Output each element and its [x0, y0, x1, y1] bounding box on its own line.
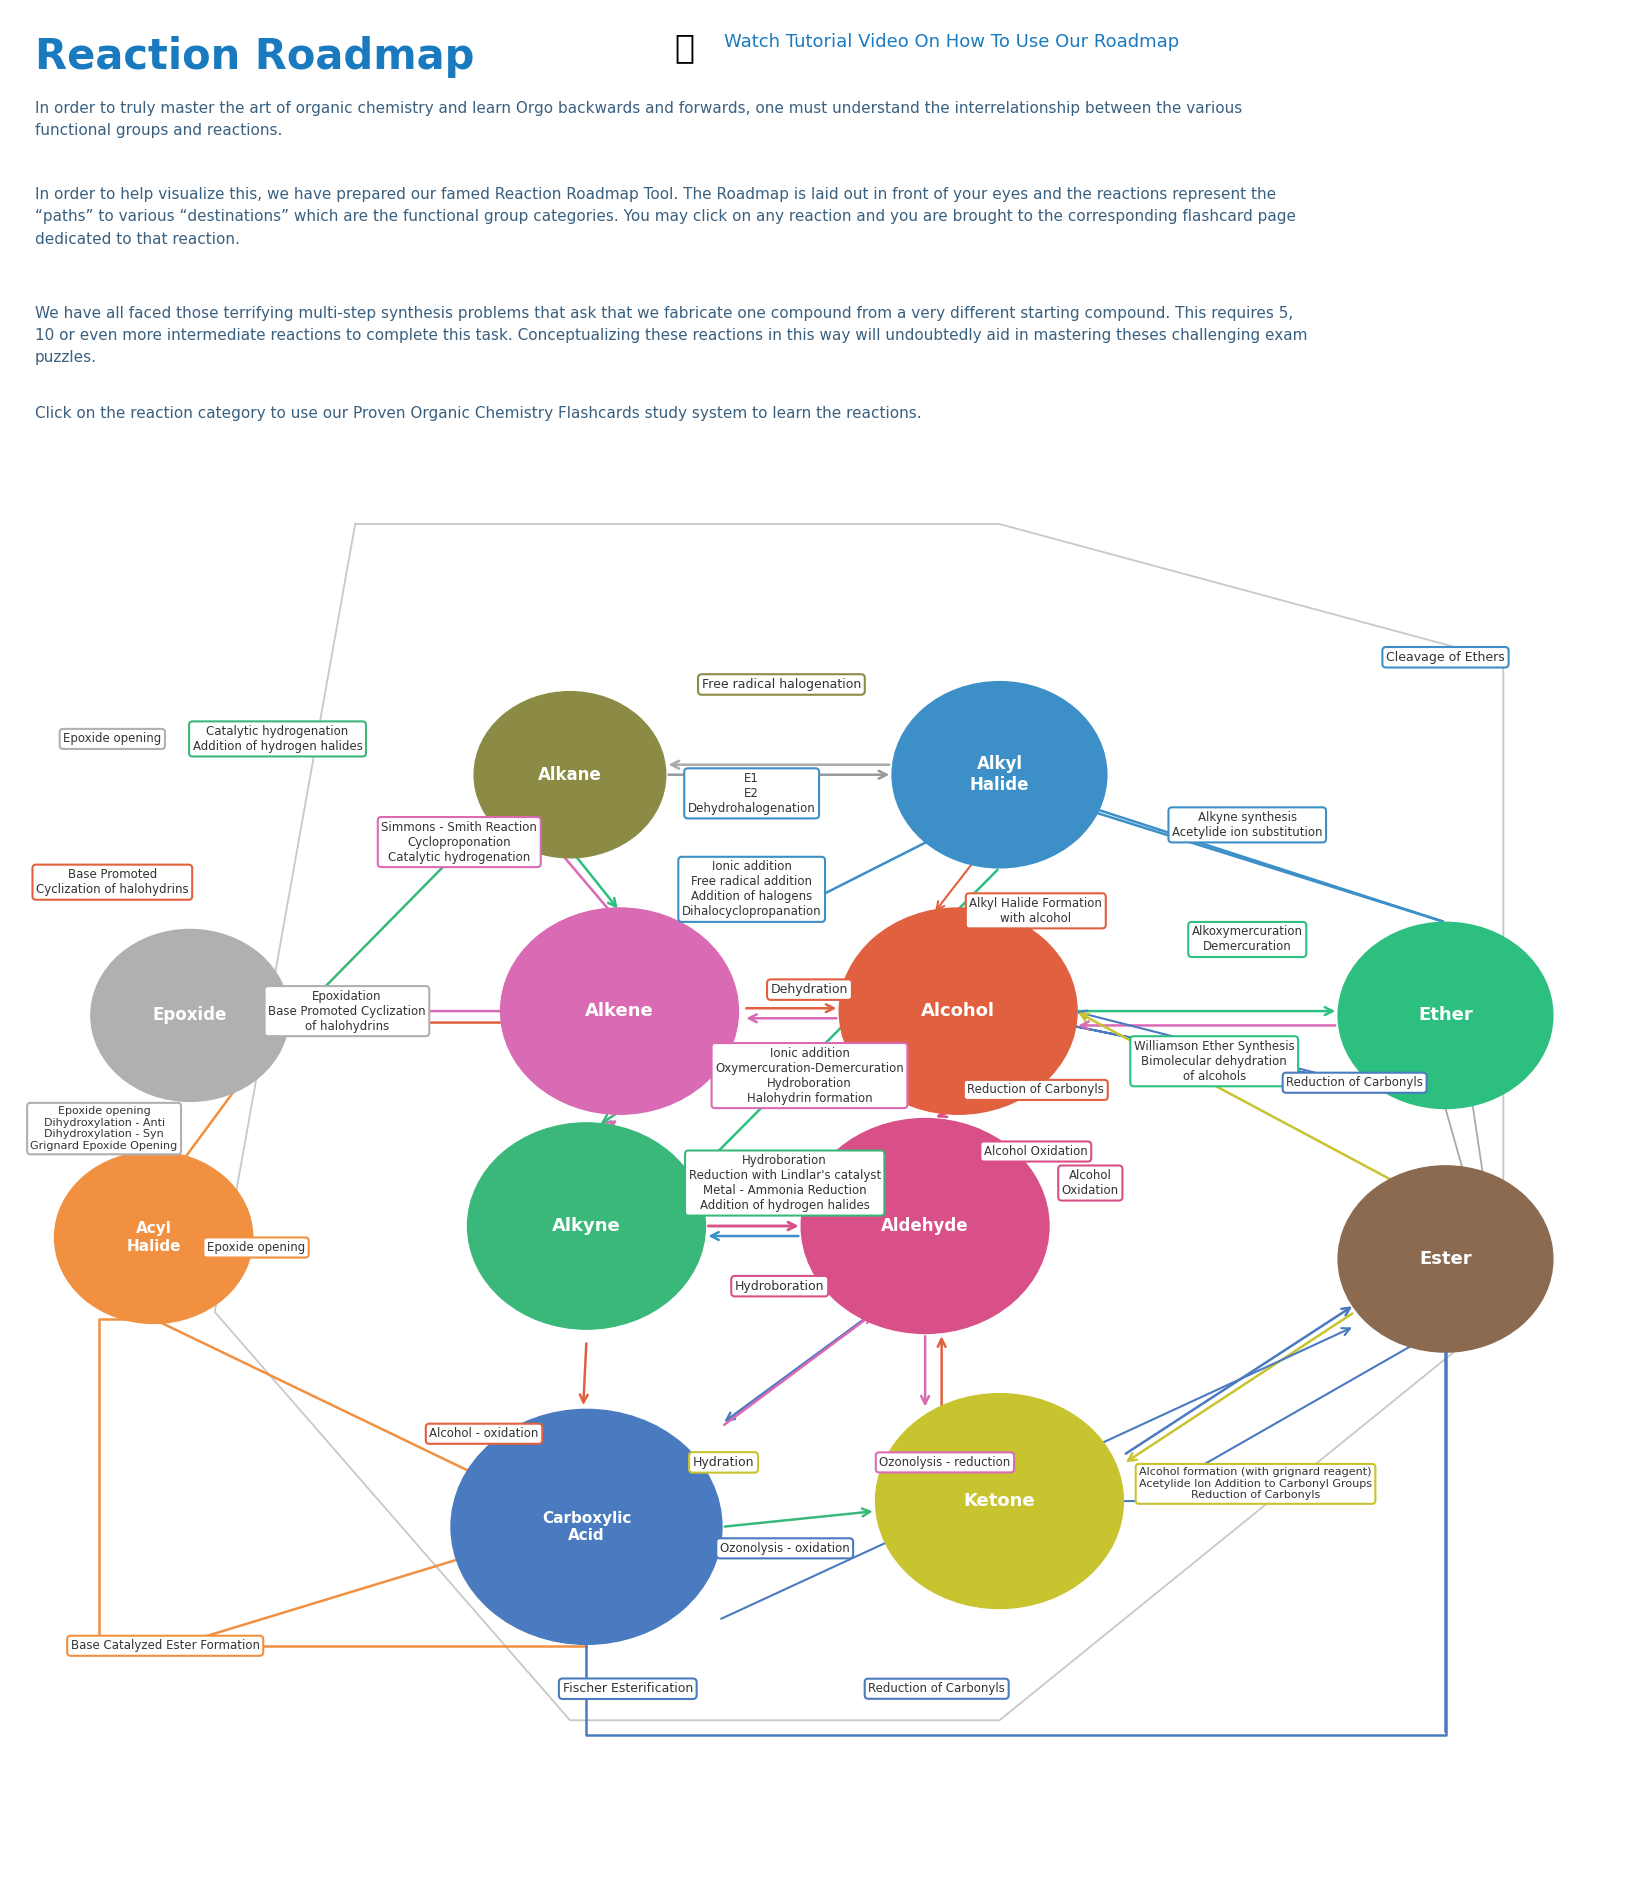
Circle shape [451, 1410, 722, 1644]
Text: Carboxylic
Acid: Carboxylic Acid [542, 1510, 631, 1544]
Text: Epoxidation
Base Promoted Cyclization
of halohydrins: Epoxidation Base Promoted Cyclization of… [268, 990, 426, 1033]
Text: Alkyl Halide Formation
with alcohol: Alkyl Halide Formation with alcohol [970, 897, 1102, 926]
Text: Alkyl
Halide: Alkyl Halide [970, 756, 1029, 794]
Text: Watch Tutorial Video On How To Use Our Roadmap: Watch Tutorial Video On How To Use Our R… [724, 34, 1180, 51]
Text: Alcohol Oxidation: Alcohol Oxidation [985, 1144, 1087, 1157]
Text: Cleavage of Ethers: Cleavage of Ethers [1386, 650, 1505, 664]
Text: Dehydration: Dehydration [771, 984, 847, 995]
Text: Aldehyde: Aldehyde [881, 1218, 970, 1235]
Text: Alkene: Alkene [585, 1003, 654, 1020]
Text: Ozonolysis - oxidation: Ozonolysis - oxidation [720, 1542, 849, 1555]
Circle shape [55, 1152, 253, 1323]
Text: Alcohol
Oxidation: Alcohol Oxidation [1062, 1169, 1118, 1197]
Text: Reduction of Carbonyls: Reduction of Carbonyls [1287, 1076, 1422, 1090]
Text: Click on the reaction category to use our Proven Organic Chemistry Flashcards st: Click on the reaction category to use ou… [35, 405, 922, 420]
Circle shape [1338, 922, 1553, 1108]
Text: Hydroboration: Hydroboration [735, 1280, 824, 1293]
Circle shape [468, 1123, 705, 1329]
Circle shape [91, 929, 289, 1101]
Text: 🎬: 🎬 [676, 30, 695, 64]
Circle shape [801, 1118, 1049, 1333]
Text: Reduction of Carbonyls: Reduction of Carbonyls [869, 1681, 1004, 1695]
Circle shape [839, 909, 1077, 1114]
Text: Alkane: Alkane [539, 765, 601, 784]
Text: Alcohol: Alcohol [922, 1003, 995, 1020]
Circle shape [1338, 1165, 1553, 1352]
Circle shape [501, 909, 738, 1114]
Text: Free radical halogenation: Free radical halogenation [702, 679, 861, 692]
Text: In order to help visualize this, we have prepared our famed Reaction Roadmap Too: In order to help visualize this, we have… [35, 187, 1295, 247]
Text: In order to truly master the art of organic chemistry and learn Orgo backwards a: In order to truly master the art of orga… [35, 102, 1242, 138]
Text: Hydration: Hydration [692, 1455, 755, 1468]
Text: Ozonolysis - reduction: Ozonolysis - reduction [879, 1455, 1011, 1468]
Text: Epoxide opening: Epoxide opening [63, 733, 162, 745]
Text: Alkyne synthesis
Acetylide ion substitution: Alkyne synthesis Acetylide ion substitut… [1171, 811, 1323, 839]
Text: Acyl
Halide: Acyl Halide [127, 1221, 180, 1254]
Text: Fischer Esterification: Fischer Esterification [563, 1681, 692, 1695]
Text: Base Catalyzed Ester Formation: Base Catalyzed Ester Formation [71, 1640, 259, 1653]
Text: Reaction Roadmap: Reaction Roadmap [35, 36, 474, 79]
Text: Reduction of Carbonyls: Reduction of Carbonyls [968, 1084, 1104, 1097]
Text: Williamson Ether Synthesis
Bimolecular dehydration
of alcohols: Williamson Ether Synthesis Bimolecular d… [1133, 1041, 1295, 1082]
Text: Epoxide opening
Dihydroxylation - Anti
Dihydroxylation - Syn
Grignard Epoxide Op: Epoxide opening Dihydroxylation - Anti D… [30, 1106, 178, 1152]
Circle shape [892, 682, 1107, 867]
Text: Ketone: Ketone [963, 1493, 1036, 1510]
Text: Epoxide opening: Epoxide opening [206, 1240, 306, 1254]
Text: Alcohol formation (with grignard reagent)
Acetylide Ion Addition to Carbonyl Gro: Alcohol formation (with grignard reagent… [1138, 1467, 1373, 1500]
Text: Catalytic hydrogenation
Addition of hydrogen halides: Catalytic hydrogenation Addition of hydr… [193, 726, 362, 752]
Circle shape [474, 692, 666, 858]
Text: Ionic addition
Oxymercuration-Demercuration
Hydroboration
Halohydrin formation: Ionic addition Oxymercuration-Demercurat… [715, 1046, 904, 1105]
Text: Hydroboration
Reduction with Lindlar's catalyst
Metal - Ammonia Reduction
Additi: Hydroboration Reduction with Lindlar's c… [689, 1154, 881, 1212]
Text: We have all faced those terrifying multi-step synthesis problems that ask that w: We have all faced those terrifying multi… [35, 305, 1307, 366]
Text: Alcohol - oxidation: Alcohol - oxidation [430, 1427, 539, 1440]
Text: Ester: Ester [1419, 1250, 1472, 1269]
Circle shape [876, 1393, 1123, 1608]
Text: Simmons - Smith Reaction
Cycloproponation
Catalytic hydrogenation: Simmons - Smith Reaction Cycloproponatio… [382, 820, 537, 863]
Text: Alkyne: Alkyne [552, 1218, 621, 1235]
Text: E1
E2
Dehydrohalogenation: E1 E2 Dehydrohalogenation [687, 771, 816, 814]
Text: Base Promoted
Cyclization of halohydrins: Base Promoted Cyclization of halohydrins [36, 869, 188, 895]
Text: Ether: Ether [1417, 1007, 1474, 1024]
Text: Ionic addition
Free radical addition
Addition of halogens
Dihalocyclopropanation: Ionic addition Free radical addition Add… [682, 860, 821, 918]
Text: Alkoxymercuration
Demercuration: Alkoxymercuration Demercuration [1191, 926, 1303, 954]
Text: Epoxide: Epoxide [152, 1007, 228, 1024]
